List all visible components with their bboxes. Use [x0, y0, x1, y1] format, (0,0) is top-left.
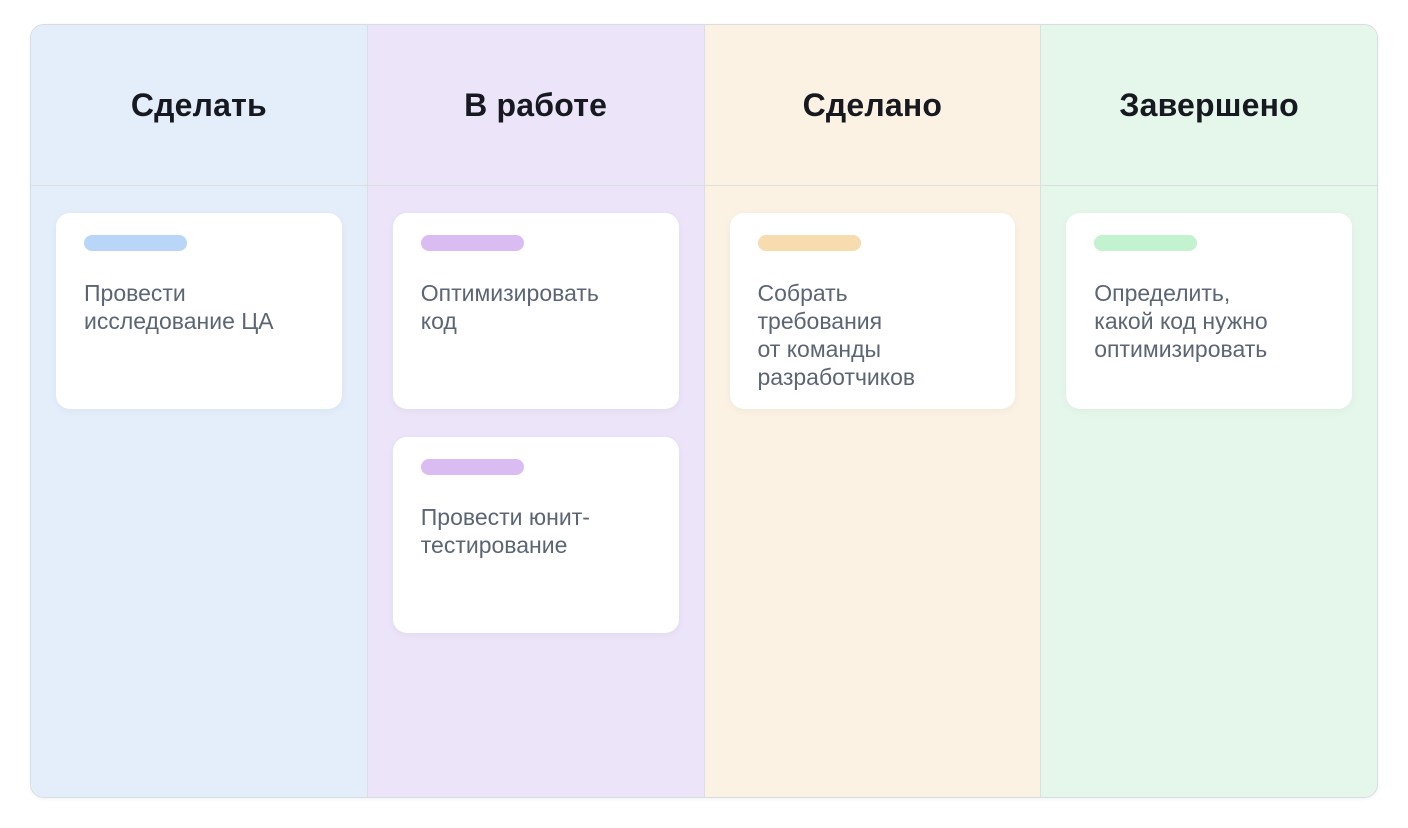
column-todo-header: Сделать — [31, 25, 367, 186]
tag-pill — [1094, 235, 1198, 251]
tag-pill — [420, 235, 524, 251]
task-card[interactable]: Провести юнит- тестирование — [392, 437, 679, 633]
column-title: Завершено — [1119, 86, 1299, 123]
column-title: Сделать — [130, 86, 267, 123]
column-todo: Сделать Провести исследование ЦА — [31, 25, 368, 797]
column-in-progress-body: Оптимизировать код Провести юнит- тестир… — [368, 186, 704, 797]
column-completed: Завершено Определить, какой код нужно оп… — [1041, 25, 1377, 797]
kanban-board: Сделать Провести исследование ЦА В работ… — [30, 24, 1378, 798]
column-done-header: Сделано — [704, 25, 1041, 186]
column-in-progress-header: В работе — [367, 25, 704, 186]
task-text: Собрать требования от команды разработчи… — [757, 280, 916, 390]
task-text: Оптимизировать код — [420, 280, 599, 334]
tag-pill — [757, 235, 861, 251]
column-done-body: Собрать требования от команды разработчи… — [705, 186, 1041, 797]
tag-pill — [84, 235, 187, 251]
task-card[interactable]: Оптимизировать код — [392, 213, 679, 409]
task-text: Провести юнит- тестирование — [420, 504, 590, 558]
column-title: В работе — [464, 86, 608, 123]
task-text: Определить, какой код нужно оптимизирова… — [1094, 280, 1268, 362]
column-completed-header: Завершено — [1041, 25, 1377, 186]
column-title: Сделано — [802, 86, 943, 123]
task-card[interactable]: Собрать требования от команды разработчи… — [729, 213, 1016, 409]
task-text: Провести исследование ЦА — [84, 280, 274, 334]
column-todo-body: Провести исследование ЦА — [31, 186, 367, 797]
column-done: Сделано Собрать требования от команды ра… — [704, 25, 1042, 797]
task-card[interactable]: Провести исследование ЦА — [56, 213, 342, 409]
column-completed-body: Определить, какой код нужно оптимизирова… — [1041, 186, 1377, 797]
column-in-progress: В работе Оптимизировать код Провести юни… — [367, 25, 705, 797]
tag-pill — [420, 459, 524, 475]
task-card[interactable]: Определить, какой код нужно оптимизирова… — [1066, 213, 1352, 409]
